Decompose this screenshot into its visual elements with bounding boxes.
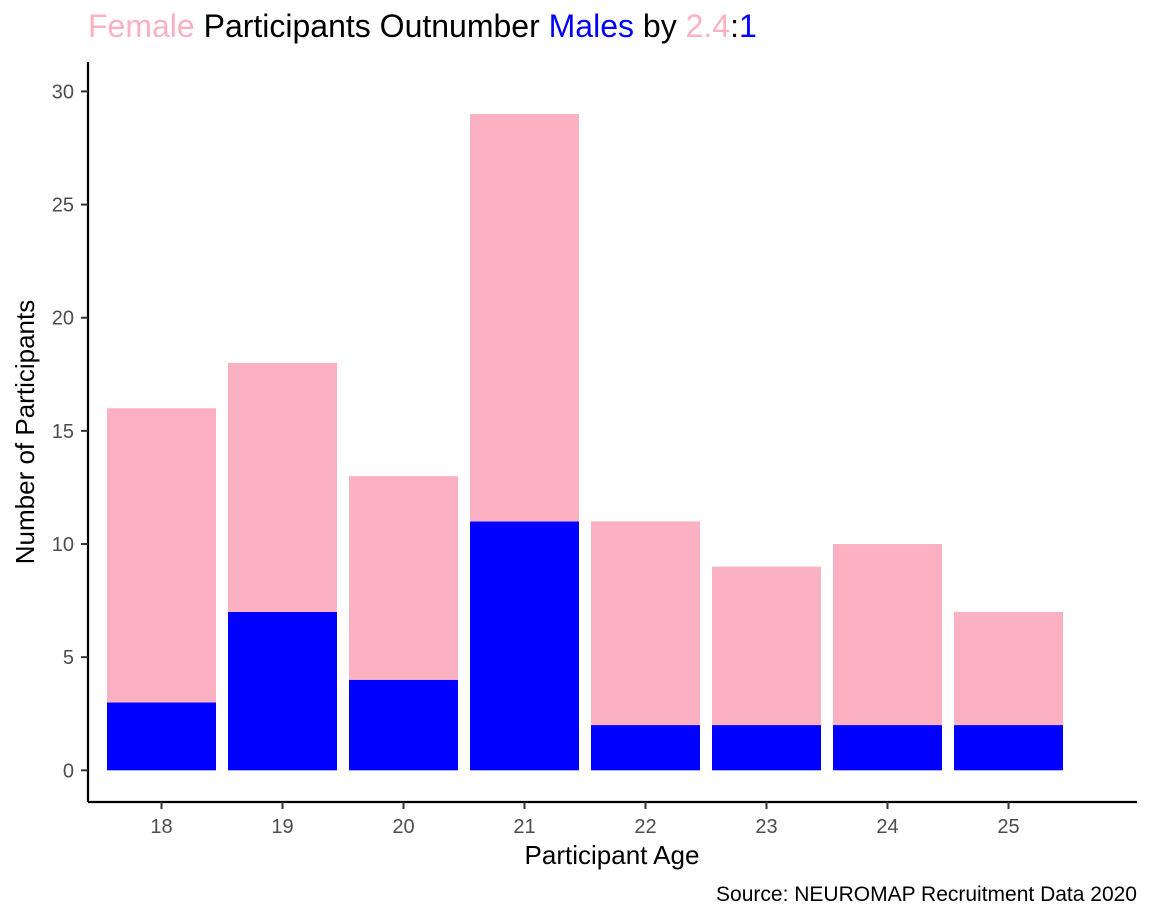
title-part: : <box>730 8 739 44</box>
x-tick-label: 25 <box>997 816 1019 838</box>
title-part: Participants Outnumber <box>195 8 549 44</box>
title-part: 1 <box>739 8 757 44</box>
y-tick-label: 25 <box>52 195 74 217</box>
y-tick-label: 30 <box>52 81 74 103</box>
x-tick-label: 18 <box>150 816 172 838</box>
bar-male-25 <box>954 725 1063 771</box>
bar-female-25 <box>954 611 1063 726</box>
bars-layer <box>107 114 1063 771</box>
x-axis-title: Participant Age <box>525 840 700 870</box>
x-axis: 18 19 20 21 22 23 24 25 <box>88 800 1137 838</box>
y-tick-label: 10 <box>52 534 74 556</box>
source-caption: Source: NEUROMAP Recruitment Data 2020 <box>716 883 1137 906</box>
bar-male-19 <box>228 611 337 771</box>
title-part: by <box>634 8 686 44</box>
chart-title: Female Participants Outnumber Males by 2… <box>88 8 757 44</box>
title-part: Males <box>549 8 634 44</box>
y-tick-label: 0 <box>63 760 74 782</box>
bar-female-19 <box>228 362 337 612</box>
bar-male-23 <box>712 725 821 771</box>
y-axis-title: Number of Participants <box>10 300 40 564</box>
bar-female-21 <box>470 114 579 522</box>
bar-female-18 <box>107 408 216 703</box>
y-tick-label: 20 <box>52 308 74 330</box>
bar-female-22 <box>591 521 700 726</box>
title-part: Female <box>88 8 195 44</box>
x-tick-label: 20 <box>392 816 414 838</box>
x-tick-label: 21 <box>513 816 535 838</box>
y-tick-label: 5 <box>63 647 74 669</box>
bar-male-20 <box>349 679 458 771</box>
bar-male-22 <box>591 725 700 771</box>
y-axis: 0 5 10 15 20 25 30 <box>52 62 90 802</box>
bar-male-24 <box>833 725 942 771</box>
bar-female-24 <box>833 544 942 726</box>
x-tick-label: 19 <box>271 816 293 838</box>
x-tick-label: 24 <box>876 816 898 838</box>
title-part: 2.4 <box>686 8 730 44</box>
bar-female-20 <box>349 476 458 680</box>
bar-female-23 <box>712 566 821 726</box>
bar-male-18 <box>107 702 216 771</box>
x-tick-label: 22 <box>634 816 656 838</box>
x-tick-label: 23 <box>755 816 777 838</box>
bar-male-21 <box>470 521 579 771</box>
y-tick-label: 15 <box>52 421 74 443</box>
